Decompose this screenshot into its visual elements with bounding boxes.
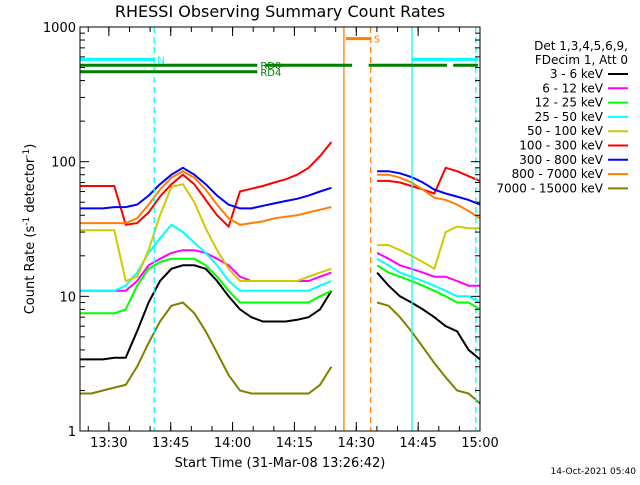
series-line: [377, 265, 480, 309]
y-axis-label-sup: -1: [22, 217, 32, 226]
y-tick-label: 10: [59, 290, 76, 305]
legend-entry-label: 6 - 12 keV: [542, 81, 604, 95]
status-bar-label: S: [374, 35, 380, 46]
y-tick-label: 1: [68, 425, 76, 440]
x-tick-label: 14:45: [399, 436, 436, 451]
x-tick-label: 15:00: [461, 436, 498, 451]
legend-entry-label: 50 - 100 keV: [527, 124, 604, 138]
x-tick-label: 13:30: [90, 436, 127, 451]
legend-entry-label: 3 - 6 keV: [550, 67, 604, 81]
y-axis-label-sup: -1: [22, 149, 32, 158]
x-tick-label: 14:00: [214, 436, 251, 451]
x-axis-label: Start Time (31-Mar-08 13:26:42): [175, 456, 386, 471]
series-line: [377, 273, 480, 360]
y-axis-label-part: detector: [23, 157, 38, 217]
axis-ticks: 1 10 100 1000 13:30 13:45 14:00 14:15 14:30 14:45…: [43, 21, 499, 451]
x-tick-label: 14:30: [338, 436, 375, 451]
series-line: [80, 303, 331, 394]
legend-entry-label: 100 - 300 keV: [519, 139, 603, 153]
y-tick-label: 100: [51, 156, 76, 171]
x-tick-label: 13:45: [152, 436, 189, 451]
y-tick-label: 1000: [43, 21, 76, 36]
chart-title: RHESSI Observing Summary Count Rates: [115, 2, 445, 21]
footer-timestamp: 14-Oct-2021 05:40: [551, 467, 637, 477]
legend-entry-label: 25 - 50 keV: [535, 110, 604, 124]
legend-entry-label: 300 - 800 keV: [519, 153, 603, 167]
legend-entry-label: 7000 - 15000 keV: [496, 181, 603, 195]
status-bar-label: RD4: [260, 68, 281, 79]
legend-entry-label: 800 - 7000 keV: [512, 167, 604, 181]
legend-header-line: FDecim 1, Att 0: [535, 53, 628, 67]
series-line: [80, 168, 331, 209]
plot-frame: [80, 27, 480, 431]
series-line: [377, 227, 480, 269]
y-axis-label-part: Count Rate (s: [23, 226, 38, 315]
legend-header-line: Det 1,3,4,5,6,9,: [534, 39, 628, 53]
y-axis-label: Count Rate (s-1 detector-1): [22, 144, 38, 315]
y-axis-label-part: ): [23, 144, 38, 149]
series-line: [80, 259, 331, 313]
series-line: [377, 303, 480, 404]
x-tick-label: 14:15: [276, 436, 313, 451]
legend: Det 1,3,4,5,6,9, FDecim 1, Att 0 3 - 6 k…: [496, 39, 628, 195]
series-line: [377, 253, 480, 286]
series-line: [80, 250, 331, 291]
legend-entry-label: 12 - 25 keV: [535, 96, 604, 110]
